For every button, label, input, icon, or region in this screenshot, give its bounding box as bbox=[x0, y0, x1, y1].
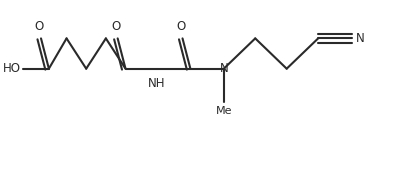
Text: HO: HO bbox=[3, 62, 21, 75]
Text: N: N bbox=[219, 62, 228, 75]
Text: NH: NH bbox=[148, 77, 165, 90]
Text: O: O bbox=[111, 20, 120, 33]
Text: N: N bbox=[355, 32, 363, 45]
Text: Me: Me bbox=[215, 106, 232, 116]
Text: O: O bbox=[175, 20, 185, 33]
Text: O: O bbox=[34, 20, 44, 33]
